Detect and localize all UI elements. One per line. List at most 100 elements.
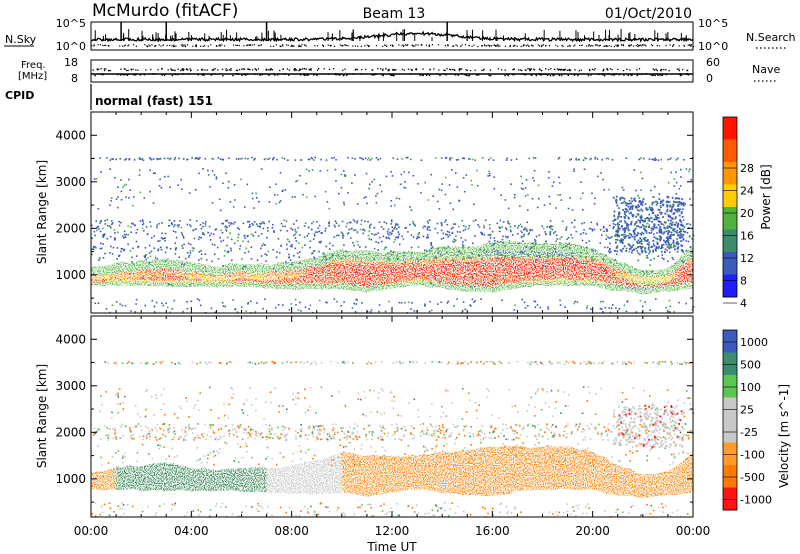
- freq-dot: [202, 73, 205, 75]
- velocity-sample-point: [185, 397, 187, 399]
- power-sample-point: [464, 239, 467, 241]
- velocity-sample-point: [661, 361, 664, 363]
- velocity-sample-point: [618, 428, 620, 431]
- velocity-sample-point: [358, 436, 361, 438]
- power-late-patch-point: [622, 197, 625, 200]
- power-sample-point: [453, 305, 455, 307]
- power-sample-point: [202, 225, 204, 228]
- nsearch-dot: [398, 44, 400, 46]
- velocity-sample-point: [237, 425, 239, 427]
- velocity-sample-point: [313, 512, 316, 515]
- power-late-patch-point: [627, 234, 630, 237]
- velocity-sample-point: [245, 505, 247, 508]
- power-late-patch-point: [682, 202, 685, 204]
- power-sample-point: [209, 186, 211, 188]
- velocity-late-patch-point: [659, 415, 662, 418]
- power-sample-point: [173, 299, 176, 302]
- velocity-sample-point: [249, 433, 251, 435]
- velocity-late-patch-point: [615, 437, 617, 439]
- power-sample-point: [689, 246, 692, 248]
- power-sample-point: [226, 251, 229, 253]
- nsearch-dot: [304, 44, 306, 46]
- power-sample-point: [133, 196, 135, 198]
- power-sample-point: [314, 195, 316, 198]
- velocity-sample-point: [525, 435, 528, 438]
- power-late-patch-point: [659, 211, 661, 214]
- power-late-patch-point: [641, 223, 644, 226]
- power-sample-point: [629, 245, 632, 247]
- velocity-late-patch-point: [676, 427, 679, 430]
- velocity-late-patch-point: [629, 429, 632, 432]
- nsearch-dot: [628, 44, 630, 46]
- power-late-patch-point: [658, 221, 661, 223]
- power-sample-point: [227, 250, 230, 253]
- velocity-sample-point: [307, 409, 309, 411]
- velocity-sample-point: [312, 457, 314, 460]
- velocity-sample-point: [583, 360, 585, 363]
- power-late-patch-point: [675, 241, 678, 244]
- velocity-sample-point: [235, 430, 238, 432]
- velocity-sample-point: [257, 502, 259, 505]
- power-sample-point: [683, 226, 686, 228]
- power-sample-point: [198, 236, 201, 238]
- velocity-sample-point: [611, 456, 613, 458]
- power-sample-point: [335, 159, 337, 161]
- velocity-sample-point: [300, 458, 302, 460]
- velocity-sample-point: [530, 396, 533, 399]
- power-late-patch-point: [623, 197, 626, 200]
- velocity-sample-point: [688, 409, 691, 411]
- velocity-sample-point: [505, 438, 507, 441]
- velocity-sample-point: [533, 361, 536, 364]
- velocity-sample-point: [635, 432, 637, 435]
- velocity-sample-point: [597, 432, 599, 435]
- nsearch-dot: [629, 44, 632, 46]
- nsearch-dot: [461, 44, 463, 46]
- power-late-patch-point: [648, 206, 651, 209]
- power-sample-point: [368, 187, 370, 190]
- nsearch-dot: [342, 45, 344, 47]
- velocity-sample-point: [332, 435, 335, 437]
- power-sample-point: [441, 224, 443, 227]
- velocity-sample-point: [438, 507, 440, 509]
- nave-dot: [622, 69, 625, 72]
- velocity-sample-point: [167, 431, 170, 433]
- power-late-patch-point: [639, 226, 641, 229]
- power-late-patch-point: [619, 241, 622, 243]
- power-sample-point: [215, 178, 218, 180]
- power-late-patch-point: [677, 208, 680, 211]
- velocity-late-patch-point: [633, 418, 636, 420]
- velocity-sample-point: [210, 424, 212, 426]
- power-sample-point: [125, 158, 127, 160]
- nave-dot: [354, 69, 356, 71]
- velocity-sample-point: [627, 427, 630, 430]
- power-sample-point: [519, 205, 521, 207]
- power-late-patch-point: [646, 243, 649, 245]
- velocity-sample-point: [192, 438, 195, 440]
- power-sample-point: [646, 222, 649, 225]
- power-sample-point: [582, 232, 585, 234]
- power-sample-point: [667, 158, 669, 161]
- power-sample-point: [413, 310, 416, 312]
- freq-dot: [261, 73, 263, 76]
- velocity-sample-point: [176, 455, 178, 457]
- velocity-sample-point: [649, 512, 652, 515]
- velocity-sample-point: [329, 360, 332, 363]
- power-sample-point: [390, 171, 392, 173]
- power-late-patch-point: [671, 196, 674, 199]
- power-sample-point: [507, 222, 510, 224]
- freq-dot: [316, 74, 318, 77]
- velocity-late-patch-point: [663, 421, 665, 424]
- velocity-sample-point: [441, 424, 444, 426]
- power-sample-point: [600, 308, 603, 310]
- y-tick-label: 4000: [55, 128, 86, 142]
- velocity-sample-point: [251, 456, 253, 459]
- velocity-sample-point: [563, 430, 566, 433]
- power-sample-point: [524, 227, 526, 229]
- velocity-sample-point: [277, 435, 279, 438]
- nave-dot: [382, 68, 384, 70]
- nave-dot: [660, 69, 662, 71]
- velocity-sample-point: [590, 423, 592, 425]
- power-sample-point: [440, 223, 443, 225]
- velocity-sample-point: [361, 444, 363, 446]
- power-sample-point: [146, 233, 149, 235]
